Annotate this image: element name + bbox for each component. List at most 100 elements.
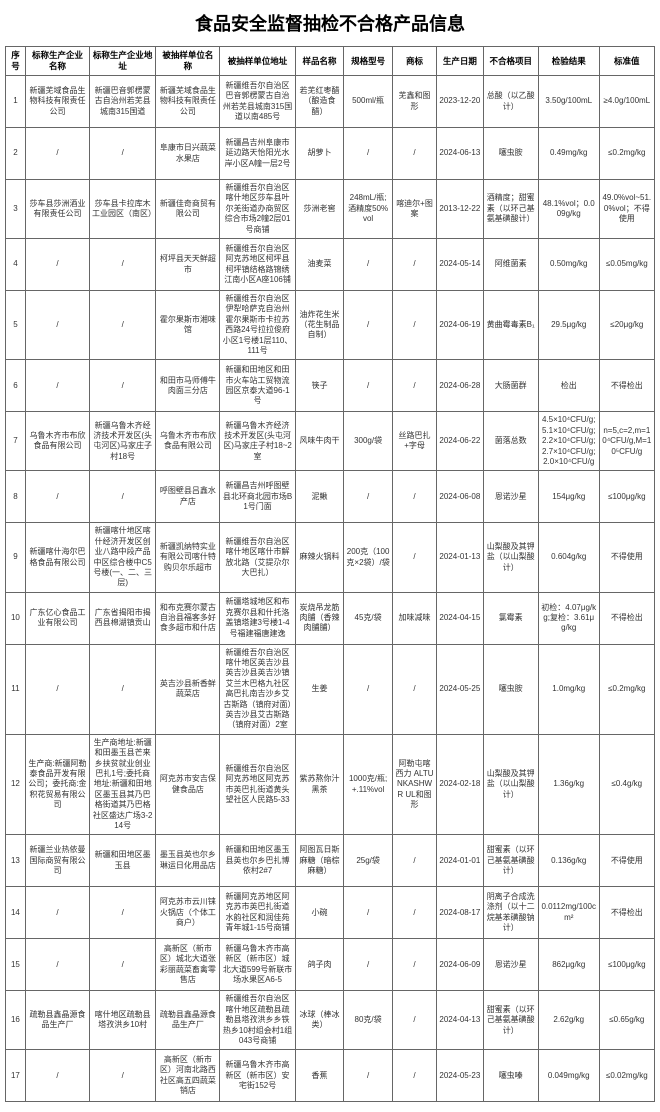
- cell-brand: /: [392, 887, 436, 939]
- cell-failItem: 恩诺沙星: [483, 471, 538, 523]
- cell-failItem: 总酸（以乙酸计）: [483, 76, 538, 128]
- cell-failItem: 甜蜜素（以环己基氨基磺酸计）: [483, 835, 538, 887]
- cell-testResult: 1.0mg/kg: [538, 644, 599, 734]
- cell-sampleName: 油炸花生米（花生制品自制）: [295, 291, 344, 360]
- cell-brand: 阿勒屯喀西力 ALTUNKASHWR UL和图形: [392, 734, 436, 835]
- cell-sampleName: 鸽子肉: [295, 939, 344, 991]
- cell-sampleAddr: 新疆乌鲁木齐经济技术开发区(头屯河区)马家庄子村18~2室: [220, 412, 295, 471]
- cell-brand: /: [392, 360, 436, 412]
- cell-companyAddr: 新疆和田地区墨玉县: [90, 835, 156, 887]
- table-row: 2//阜康市日兴蔬菜水果店新疆昌吉州阜康市延边路天怡阳光水岸小区A幢一层2号胡萝…: [6, 128, 655, 180]
- cell-prodDate: 2024-04-15: [437, 592, 483, 644]
- cell-testResult: 4.5×10⁴CFU/g;5.1×10⁴CFU/g;2.2×10⁴CFU/g;2…: [538, 412, 599, 471]
- cell-sampleAddr: 新疆维吾尔自治区阿克苏地区柯坪县柯坪镇结格路锦绣江南小区A座106铺: [220, 239, 295, 291]
- cell-sampleUnit: 和田市马师傅牛肉面三分店: [156, 360, 220, 412]
- table-row: 1新疆芜域食品生物科技有限责任公司新疆巴音郭楞蒙古自治州若芜县城南315国道新疆…: [6, 76, 655, 128]
- cell-companyAddr: 生产商地址:新疆和田墨玉县芒来乡扶贫就业创业巴扎1号;委托商地址:新疆和田地区墨…: [90, 734, 156, 835]
- cell-testResult: 0.49mg/kg: [538, 128, 599, 180]
- cell-failItem: 黄曲霉毒素B₁: [483, 291, 538, 360]
- cell-spec: /: [344, 239, 393, 291]
- cell-spec: 300g/袋: [344, 412, 393, 471]
- cell-brand: /: [392, 991, 436, 1050]
- cell-prodDate: 2024-06-22: [437, 412, 483, 471]
- cell-sampleName: 冰球（棒冰类）: [295, 991, 344, 1050]
- cell-seq: 5: [6, 291, 26, 360]
- cell-sampleAddr: 新疆维吾尔自治区阿克苏地区阿克苏市英巴扎街道黄头望社区人民路5-33: [220, 734, 295, 835]
- table-row: 11//英吉沙县新香鲜蔬菜店新疆维吾尔自治区喀什地区英吉沙县英吉沙县英吉沙镇艾兰…: [6, 644, 655, 734]
- cell-sampleUnit: 新疆凯纳特实业有限公司喀什特购贝尔乐超市: [156, 523, 220, 592]
- cell-seq: 2: [6, 128, 26, 180]
- cell-failItem: 山梨酸及其钾盐（以山梨酸计）: [483, 734, 538, 835]
- cell-prodDate: 2024-06-09: [437, 939, 483, 991]
- table-row: 6//和田市马师傅牛肉面三分店新疆和田地区和田市火车站工贸物流园区京泰大道96-…: [6, 360, 655, 412]
- cell-sampleUnit: 新疆佳奇商贸有限公司: [156, 180, 220, 239]
- cell-sampleName: 油麦菜: [295, 239, 344, 291]
- cell-sampleUnit: 高新区（新市区）河南北路西社区高五四蔬菜销店: [156, 1050, 220, 1102]
- cell-company: 莎车县莎洲酒业有限责任公司: [25, 180, 89, 239]
- cell-seq: 14: [6, 887, 26, 939]
- cell-companyAddr: /: [90, 291, 156, 360]
- cell-failItem: 噻虫嗪: [483, 1050, 538, 1102]
- cell-sampleAddr: 新疆维吾尔自治区喀什地区莎车县叶尔羌街道办商贸区综合市场2幢2层01号商铺: [220, 180, 295, 239]
- cell-standard: ≤0.2mg/kg: [599, 644, 654, 734]
- cell-standard: ≥4.0g/100mL: [599, 76, 654, 128]
- cell-sampleUnit: 霍尔果斯市湘味馆: [156, 291, 220, 360]
- cell-company: /: [25, 239, 89, 291]
- cell-companyAddr: /: [90, 1050, 156, 1102]
- cell-sampleAddr: 新疆塔城地区和布克赛尔县和什托洛盖镇塔建3号楼1-4号福建福唐建逸: [220, 592, 295, 644]
- cell-company: 生产商:新疆阿勒泰食品开发有限公司；委托商:金积花贸易有限公司: [25, 734, 89, 835]
- cell-seq: 4: [6, 239, 26, 291]
- cell-companyAddr: 广东省揭阳市揭西县棉湖镇贡山: [90, 592, 156, 644]
- header-test-result: 检验结果: [538, 47, 599, 76]
- cell-prodDate: 2023-12-20: [437, 76, 483, 128]
- cell-testResult: 初检：4.07μg/kg;复检：3.61μg/kg: [538, 592, 599, 644]
- table-row: 13新疆兰业热依曼国际商贸有限公司新疆和田地区墨玉县墨玉县英也尔乡琳运日化用品店…: [6, 835, 655, 887]
- cell-seq: 15: [6, 939, 26, 991]
- cell-sampleAddr: 新疆和田地区和田市火车站工贸物流园区京泰大道96-1号: [220, 360, 295, 412]
- cell-spec: /: [344, 939, 393, 991]
- table-row: 12生产商:新疆阿勒泰食品开发有限公司；委托商:金积花贸易有限公司生产商地址:新…: [6, 734, 655, 835]
- cell-testResult: 29.5μg/kg: [538, 291, 599, 360]
- cell-spec: /: [344, 644, 393, 734]
- cell-standard: ≤0.05mg/kg: [599, 239, 654, 291]
- table-row: 14//阿克苏市云川铼火锅店（个体工商户）新疆阿克苏地区阿克苏市英巴扎街道水韵社…: [6, 887, 655, 939]
- table-row: 3莎车县莎洲酒业有限责任公司莎车县卡拉库木工业园区（南区）新疆佳奇商贸有限公司新…: [6, 180, 655, 239]
- cell-sampleUnit: 阿克苏市云川铼火锅店（个体工商户）: [156, 887, 220, 939]
- cell-sampleUnit: 呼图壁县吕鑫水产店: [156, 471, 220, 523]
- cell-sampleAddr: 新疆维吾尔自治区喀什地区英吉沙县英吉沙县英吉沙镇艾兰木巴格九社区高巴扎南吉沙乡艾…: [220, 644, 295, 734]
- table-row: 8//呼图壁县吕鑫水产店新疆昌吉州呼图壁县北环商北园市场B1号门面泥鳅//202…: [6, 471, 655, 523]
- cell-companyAddr: /: [90, 239, 156, 291]
- cell-testResult: 0.049mg/kg: [538, 1050, 599, 1102]
- cell-companyAddr: /: [90, 644, 156, 734]
- cell-prodDate: 2024-05-23: [437, 1050, 483, 1102]
- cell-sampleAddr: 新疆维吾尔自治区喀什地区疏勒县疏勒县塔孜洪乡乡铁热乡10村组会村1组043号商铺: [220, 991, 295, 1050]
- header-company: 标称生产企业名称: [25, 47, 89, 76]
- cell-standard: 不得使用: [599, 835, 654, 887]
- cell-seq: 1: [6, 76, 26, 128]
- cell-sampleName: 紫苏熬你汁黑茶: [295, 734, 344, 835]
- header-brand: 商标: [392, 47, 436, 76]
- cell-company: /: [25, 360, 89, 412]
- cell-failItem: 菌落总数: [483, 412, 538, 471]
- cell-seq: 12: [6, 734, 26, 835]
- cell-company: /: [25, 1050, 89, 1102]
- cell-sampleName: 泥鳅: [295, 471, 344, 523]
- cell-company: /: [25, 887, 89, 939]
- cell-spec: /: [344, 1050, 393, 1102]
- cell-prodDate: 2024-02-18: [437, 734, 483, 835]
- cell-companyAddr: /: [90, 360, 156, 412]
- cell-companyAddr: /: [90, 471, 156, 523]
- header-sample-name: 样品名称: [295, 47, 344, 76]
- cell-spec: /: [344, 471, 393, 523]
- cell-company: 疏勒县鑫晶源食品生产厂: [25, 991, 89, 1050]
- cell-companyAddr: 新疆喀什地区喀什经济开发区创业八路中段产品中区综合楼中C5号楼(一、二、三层): [90, 523, 156, 592]
- cell-prodDate: 2024-06-08: [437, 471, 483, 523]
- table-row: 5//霍尔果斯市湘味馆新疆维吾尔自治区伊犁哈萨克自治州霍尔果斯市卡拉苏西路24号…: [6, 291, 655, 360]
- cell-spec: /: [344, 128, 393, 180]
- cell-spec: 1000克/瓶;+.11%vol: [344, 734, 393, 835]
- cell-sampleUnit: 柯坪县天天鲜超市: [156, 239, 220, 291]
- cell-sampleAddr: 新疆维吾尔自治区巴音郭楞蒙古自治州若芜县城南315国道以南485号: [220, 76, 295, 128]
- cell-failItem: 甜蜜素（以环己基氨基磺酸计）: [483, 991, 538, 1050]
- cell-sampleName: 麻辣火锅料: [295, 523, 344, 592]
- cell-standard: n=5,c=2,m=10⁴CFU/g,M=10⁵CFU/g: [599, 412, 654, 471]
